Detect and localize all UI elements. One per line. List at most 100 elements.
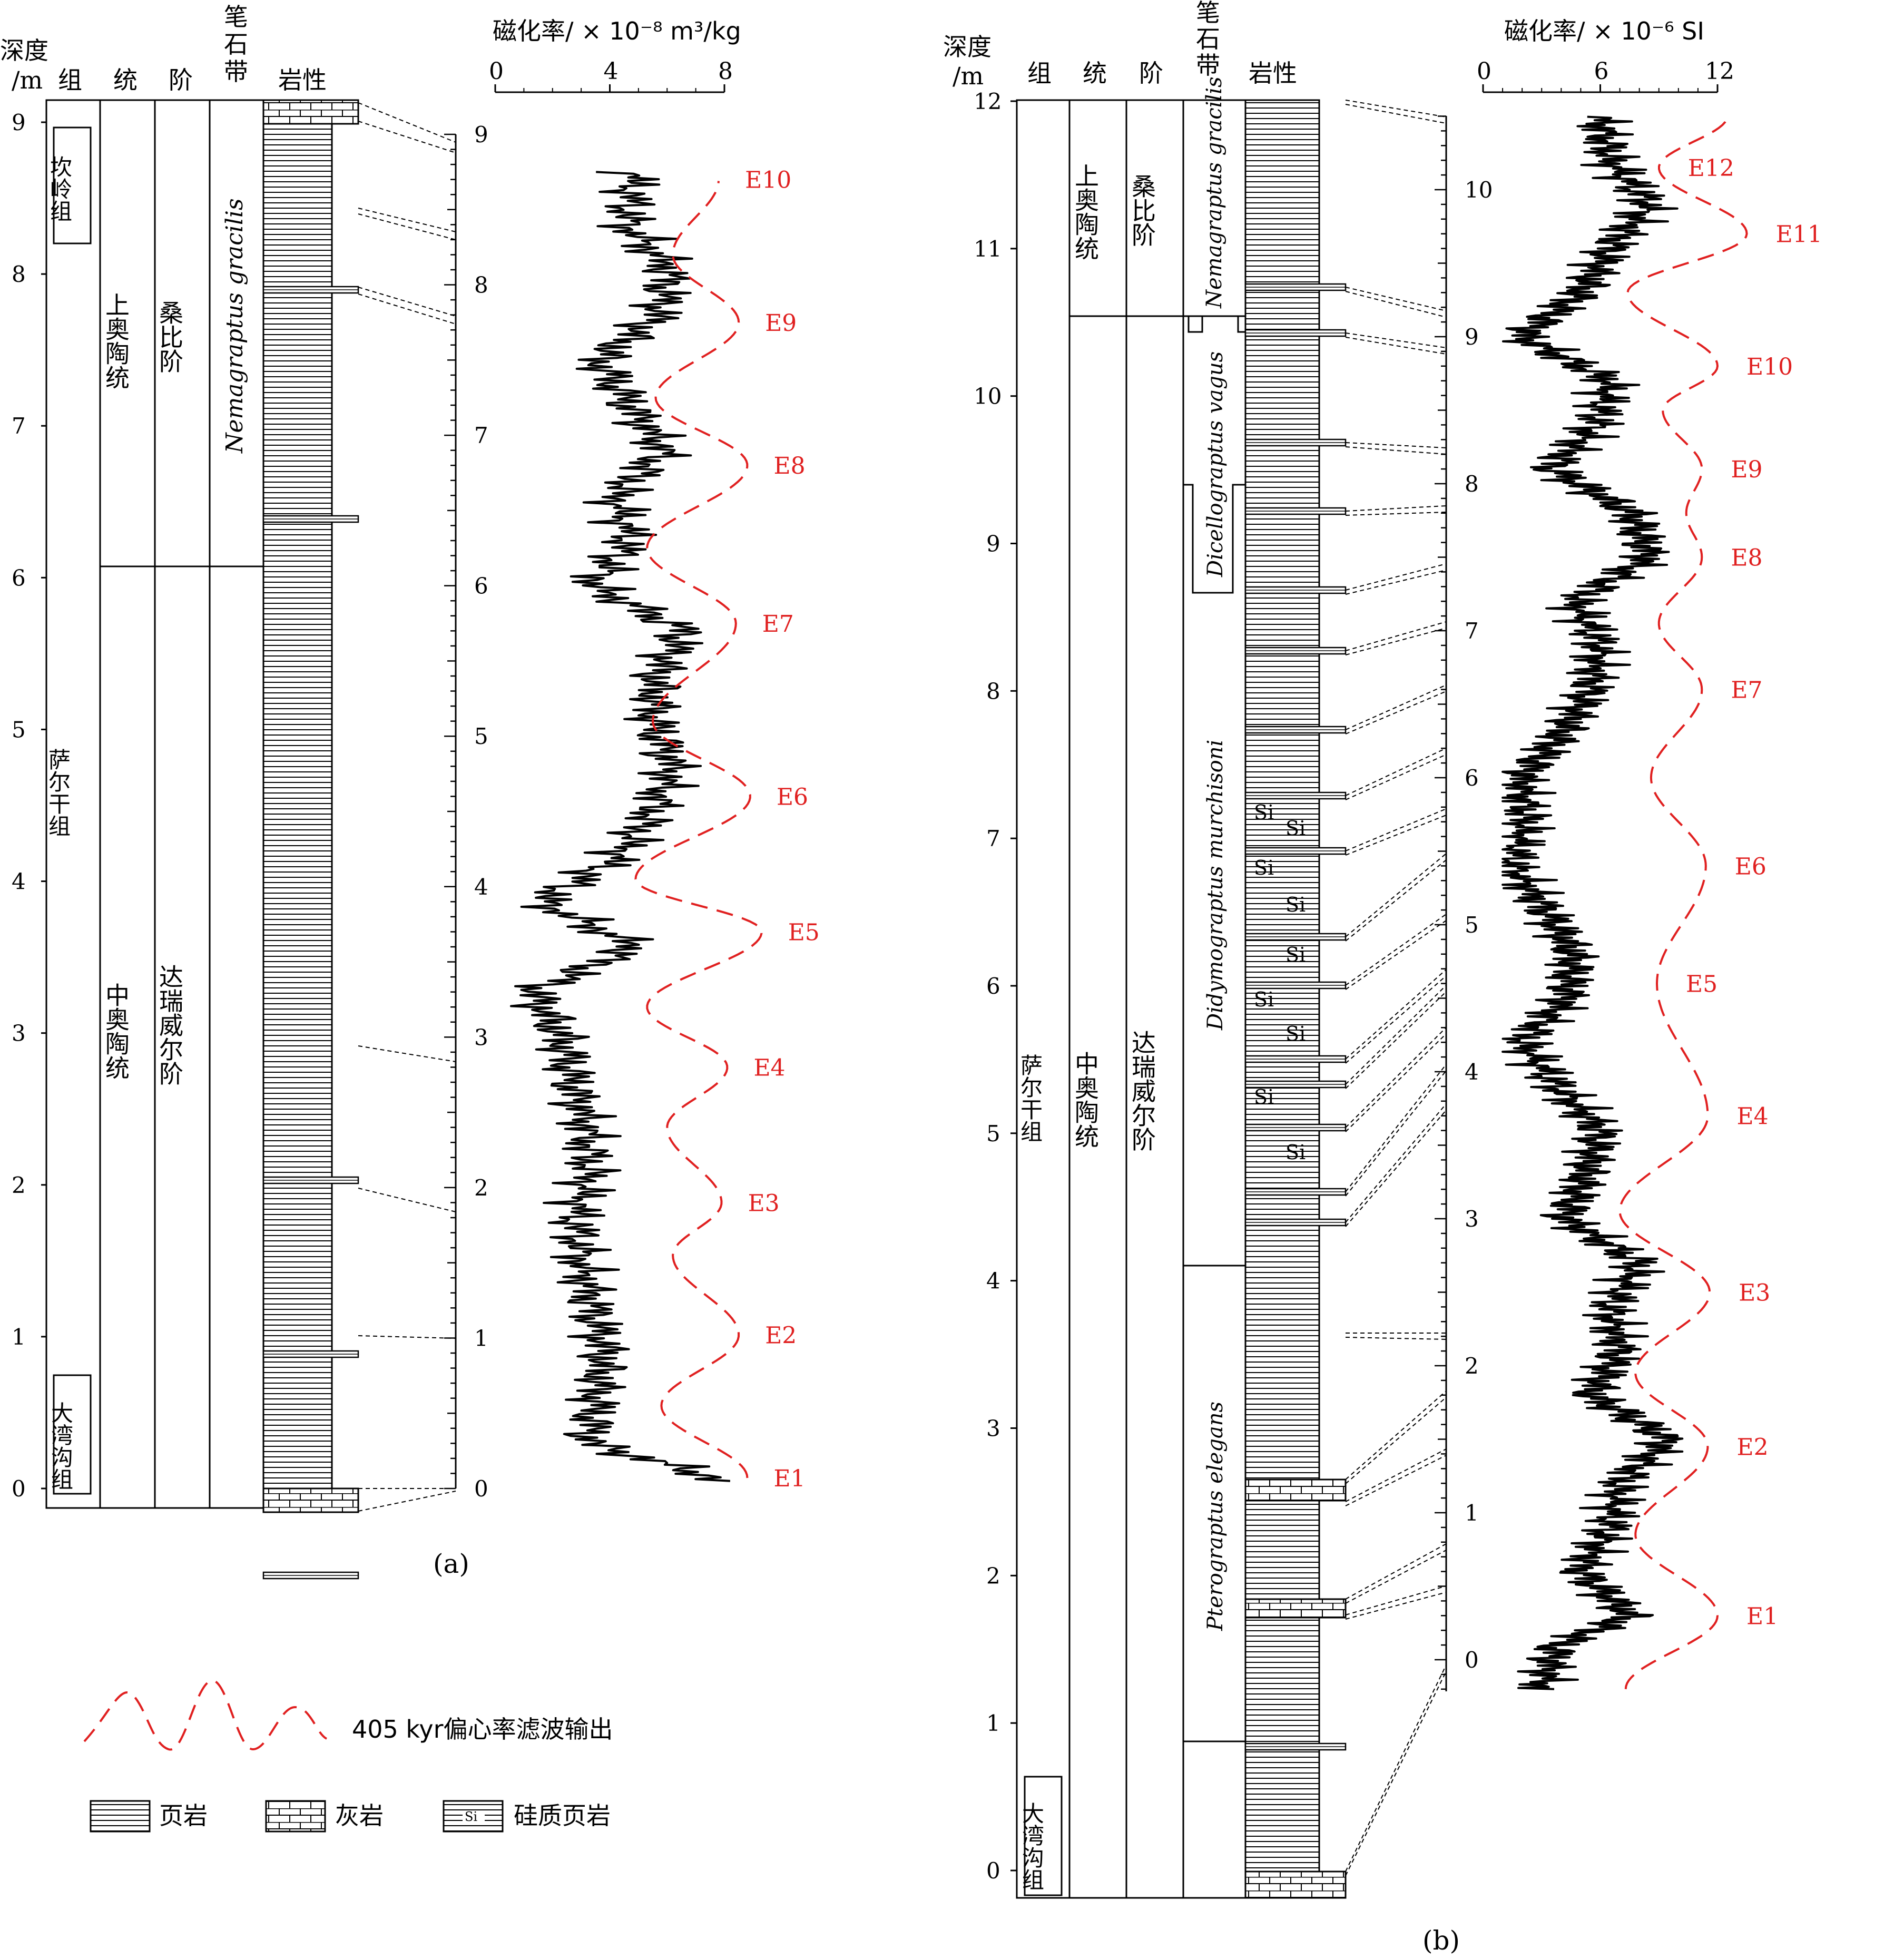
depth-tick-label: 6 bbox=[986, 973, 1000, 999]
depth-header: 深度 bbox=[0, 36, 48, 65]
si-label: Si bbox=[1285, 1141, 1306, 1164]
sus-axis-title-a: 磁化率/ × 10⁻⁸ m³/kg bbox=[493, 17, 741, 45]
correlation-line bbox=[1345, 991, 1447, 1089]
graptolite-header-b: 石 bbox=[1196, 25, 1220, 53]
thin-beds-b bbox=[1244, 283, 1347, 1751]
stage-sandbian-a: 桑比阶 bbox=[155, 300, 184, 373]
correlation-line bbox=[1345, 1455, 1447, 1506]
graptolite-header: 石 bbox=[224, 30, 248, 58]
depth-header-b: 深度 bbox=[943, 33, 992, 61]
correlation-line bbox=[1345, 100, 1447, 117]
limestone-bed-bottom-a bbox=[262, 1487, 359, 1513]
lithology-header-b: 岩性 bbox=[1249, 59, 1297, 87]
zone-pterograptus: Pterograptus elegans bbox=[1203, 1402, 1228, 1631]
filter-labels-b: E1 E2 E3 E4 E5 E6 E7 E8 E9 E10 E11 E12 bbox=[1686, 155, 1822, 1630]
correlation-line bbox=[1345, 287, 1447, 311]
formation-column-b bbox=[1016, 99, 1071, 1899]
depth-unit-b: /m bbox=[953, 62, 984, 90]
depth-tick-label: 5 bbox=[12, 717, 26, 742]
depth-ticks-a: 0 1 2 3 4 5 6 7 8 9 bbox=[12, 110, 46, 1502]
stage-darriwilian-a: 达瑞威尔阶 bbox=[155, 964, 184, 1085]
thin-beds-a bbox=[262, 286, 359, 1580]
correlation-line bbox=[358, 287, 456, 317]
right-depth-tick-label: 0 bbox=[474, 1476, 488, 1502]
right-depth-tick-label: 1 bbox=[1465, 1500, 1479, 1526]
si-label: Si bbox=[1254, 988, 1274, 1011]
series-header: 统 bbox=[113, 66, 138, 94]
correlation-line bbox=[358, 213, 456, 240]
legend-shale-swatch bbox=[90, 1800, 151, 1833]
right-depth-tick-label: 10 bbox=[1465, 177, 1493, 203]
correlation-line bbox=[1345, 754, 1447, 800]
formation-box-dawangou-b bbox=[1024, 1776, 1063, 1896]
filter-label: E10 bbox=[1746, 354, 1793, 380]
filter-label: E8 bbox=[774, 453, 806, 479]
stage-header: 阶 bbox=[169, 66, 193, 94]
panel-a: 深度 /m 组 统 阶 笔 石 带 岩性 0 1 2 3 4 5 6 7 8 9 坎岭组 萨尔干组… bbox=[0, 3, 820, 1580]
right-depth-tick-label: 9 bbox=[1465, 324, 1479, 350]
correlation-line bbox=[1345, 1585, 1447, 1615]
formation-saergan-a: 萨尔干组 bbox=[45, 748, 71, 837]
correlation-line bbox=[1345, 1064, 1447, 1192]
lithology-column-a bbox=[262, 123, 333, 1490]
correlation-line bbox=[1345, 815, 1447, 856]
right-depth-tick-label: 4 bbox=[1465, 1059, 1479, 1085]
filter-label: E7 bbox=[1731, 677, 1762, 704]
correlation-line bbox=[1345, 442, 1447, 448]
legend-si-symbol: Si bbox=[465, 1809, 477, 1824]
sus-tick-label: 4 bbox=[604, 58, 619, 85]
correlation-line bbox=[1345, 337, 1447, 355]
series-header-b: 统 bbox=[1083, 59, 1107, 87]
depth-tick-label: 0 bbox=[986, 1858, 1000, 1884]
limestone-bed-top-a bbox=[262, 99, 359, 125]
filter-curve-b bbox=[1618, 116, 1748, 1690]
graptolite-header-b: 笔 bbox=[1196, 0, 1220, 27]
right-depth-tick-label: 5 bbox=[1465, 912, 1479, 938]
si-label: Si bbox=[1285, 817, 1306, 840]
correlation-line bbox=[358, 1491, 456, 1512]
limestone-bed bbox=[1244, 1478, 1347, 1502]
depth-tick-label: 3 bbox=[12, 1021, 26, 1046]
correlation-line bbox=[1345, 1448, 1447, 1502]
legend-limestone-label: 灰岩 bbox=[335, 1801, 384, 1830]
correlation-line bbox=[1345, 920, 1447, 990]
correlation-line bbox=[358, 1188, 456, 1212]
depth-tick-label: 8 bbox=[986, 678, 1000, 704]
depth-tick-label: 1 bbox=[986, 1710, 1000, 1736]
susceptibility-curve-b bbox=[1501, 115, 1684, 1690]
correlation-line bbox=[1345, 691, 1447, 734]
zone-dicellograptus: Dicellograptus vagus bbox=[1203, 351, 1228, 577]
right-depth-tick-label: 6 bbox=[474, 573, 488, 599]
filter-label: E11 bbox=[1776, 221, 1822, 248]
panel-label-b: (b) bbox=[1422, 1925, 1460, 1956]
correlation-line bbox=[1345, 914, 1447, 986]
right-depth-tick-label: 7 bbox=[1465, 618, 1479, 644]
filter-label: E10 bbox=[745, 167, 791, 194]
stage-darriwilian-b: 达瑞威尔阶 bbox=[1128, 1030, 1156, 1151]
filter-label: E9 bbox=[765, 310, 797, 337]
correlation-line bbox=[1345, 446, 1447, 455]
stage-header-b: 阶 bbox=[1139, 59, 1163, 87]
right-depth-tick-label: 2 bbox=[1465, 1353, 1479, 1379]
depth-tick-label: 4 bbox=[986, 1268, 1000, 1294]
correlation-line bbox=[1345, 1397, 1447, 1484]
formation-saergan-b: 萨尔干组 bbox=[1017, 1054, 1043, 1142]
correlation-line bbox=[1345, 1027, 1447, 1128]
depth-tick-label: 8 bbox=[12, 261, 26, 287]
right-depth-tick-label: 9 bbox=[474, 122, 488, 148]
filter-label: E12 bbox=[1688, 155, 1734, 182]
filter-label: E2 bbox=[1736, 1434, 1768, 1461]
filter-label: E1 bbox=[1746, 1603, 1778, 1630]
series-middle-a: 中奥陶统 bbox=[102, 983, 130, 1080]
correlation-line bbox=[1345, 1671, 1447, 1876]
correlation-line bbox=[1345, 969, 1447, 1060]
legend-shale-label: 页岩 bbox=[159, 1801, 208, 1830]
correlation-line bbox=[1345, 859, 1447, 942]
correlation-line bbox=[1345, 1337, 1447, 1340]
correlation-line bbox=[358, 293, 456, 325]
series-upper-b: 上奥陶统 bbox=[1071, 163, 1100, 260]
correlation-line bbox=[1345, 332, 1447, 348]
correlation-line bbox=[1345, 1103, 1447, 1223]
filter-label: E1 bbox=[774, 1465, 806, 1492]
sus-tick-label: 6 bbox=[1594, 58, 1609, 85]
